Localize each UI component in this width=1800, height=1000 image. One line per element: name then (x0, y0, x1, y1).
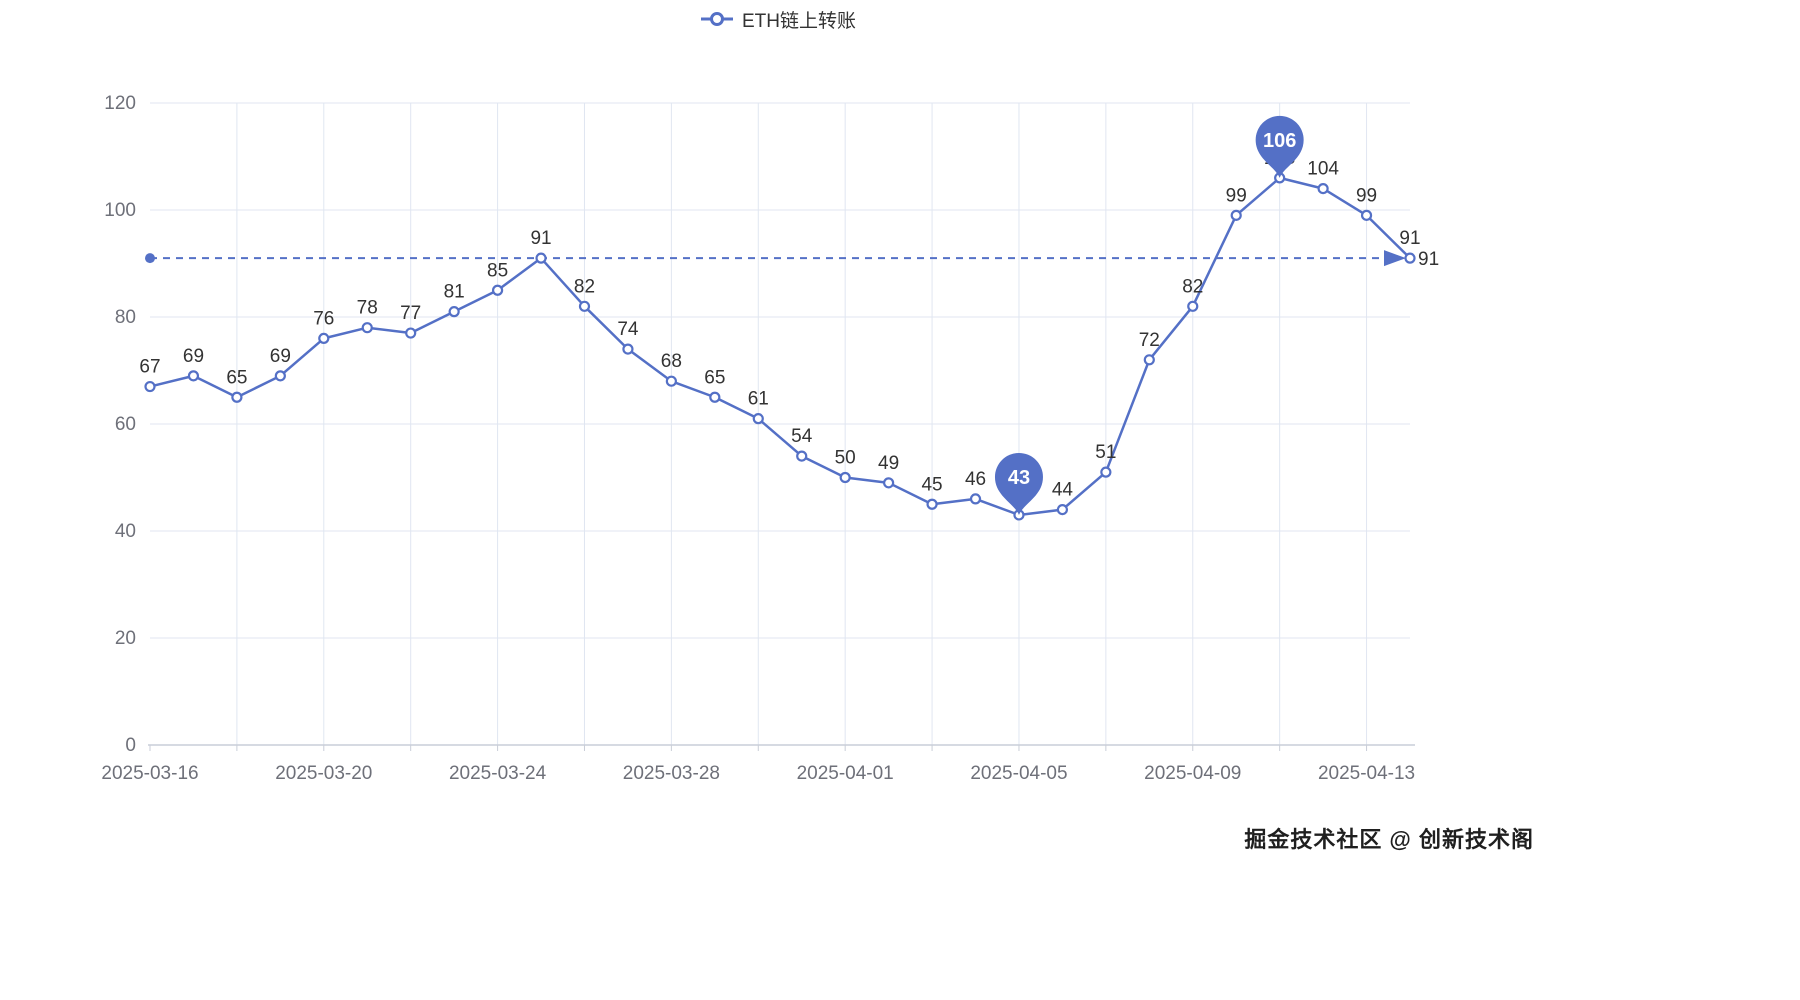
data-point-label: 61 (748, 389, 769, 410)
data-point-label: 45 (921, 474, 942, 495)
x-axis-label: 2025-04-05 (970, 763, 1067, 784)
data-point-label: 81 (444, 282, 465, 303)
y-axis-label: 100 (104, 200, 136, 221)
x-axis-label: 2025-03-20 (275, 763, 372, 784)
data-point[interactable] (1187, 300, 1199, 312)
data-point-label: 74 (617, 319, 639, 340)
data-point-label: 72 (1139, 330, 1160, 351)
data-point[interactable] (448, 306, 460, 318)
x-axis-label: 2025-03-24 (449, 763, 547, 784)
data-point-label: 85 (487, 260, 508, 281)
data-point-label: 44 (1052, 480, 1074, 501)
data-point[interactable] (491, 284, 504, 296)
data-point[interactable] (578, 300, 591, 312)
y-axis-label: 0 (125, 735, 136, 756)
x-axis-label: 2025-04-01 (797, 763, 894, 784)
mark-point-max: 106 (1255, 115, 1304, 178)
data-point-label: 65 (226, 367, 247, 388)
y-axis-label: 40 (115, 521, 136, 542)
data-point-label: 99 (1356, 185, 1377, 206)
data-point-label: 69 (270, 346, 291, 367)
data-point[interactable] (709, 391, 721, 403)
watermark: 掘金技术社区 @ 创新技术阁 (1244, 827, 1534, 852)
data-point[interactable] (883, 477, 895, 489)
data-point-label: 104 (1307, 159, 1339, 180)
data-point[interactable] (1056, 504, 1069, 516)
data-point[interactable] (318, 332, 330, 344)
data-point-label: 50 (835, 448, 856, 469)
data-point[interactable] (1230, 209, 1242, 221)
data-point[interactable] (839, 471, 851, 484)
mark-point-label: 106 (1263, 130, 1296, 152)
data-point[interactable] (665, 375, 677, 387)
x-axis-label: 2025-04-09 (1144, 763, 1241, 784)
x-axis-label: 2025-03-16 (101, 763, 198, 784)
data-point[interactable] (187, 370, 200, 382)
data-point[interactable] (926, 498, 938, 510)
legend-item-eth-transfers[interactable]: ETH链上转账 (700, 5, 856, 33)
y-axis-label: 80 (115, 307, 136, 328)
legend-label: ETH链上转账 (742, 10, 857, 32)
data-point[interactable] (796, 450, 808, 462)
data-point[interactable] (1143, 354, 1155, 366)
data-point-label: 69 (183, 346, 204, 367)
data-point[interactable] (1100, 466, 1112, 478)
data-point[interactable] (622, 343, 634, 355)
mark-line-label: 91 (1418, 249, 1439, 270)
data-point-label: 54 (791, 426, 813, 447)
data-point[interactable] (361, 322, 373, 334)
data-point-label: 91 (530, 228, 551, 249)
data-point[interactable] (1317, 183, 1329, 195)
mark-line-arrow-icon (1384, 250, 1406, 267)
data-point[interactable] (1360, 209, 1373, 221)
data-point-label: 46 (965, 469, 986, 490)
pin-icon (994, 452, 1043, 515)
data-point-label: 82 (1182, 276, 1203, 297)
data-point-label: 68 (661, 351, 682, 372)
data-point-label: 99 (1226, 185, 1247, 206)
pin-icon (1255, 115, 1304, 178)
data-point[interactable] (231, 391, 243, 403)
data-point[interactable] (405, 327, 417, 339)
series-line[interactable] (148, 176, 1412, 517)
data-point[interactable] (144, 380, 156, 393)
data-point-label: 65 (704, 367, 725, 388)
y-axis-label: 120 (104, 93, 136, 114)
data-point-label: 91 (1399, 228, 1420, 249)
line-series-icon (700, 11, 734, 27)
data-point-label: 49 (878, 453, 899, 474)
data-point-label: 67 (139, 357, 160, 378)
mark-point-min: 43 (994, 452, 1043, 515)
data-point[interactable] (752, 413, 764, 425)
data-point-label: 76 (313, 308, 334, 329)
x-axis-label: 2025-03-28 (623, 763, 720, 784)
data-point[interactable] (274, 370, 286, 382)
data-point-label: 77 (400, 303, 421, 324)
data-point[interactable] (1404, 252, 1416, 264)
data-point-label: 78 (357, 298, 378, 319)
mark-line-start-dot-icon (145, 253, 155, 264)
data-point-label: 82 (574, 276, 595, 297)
y-axis-label: 60 (115, 414, 136, 435)
data-point-label: 51 (1095, 442, 1116, 463)
data-point[interactable] (969, 493, 982, 505)
mark-point-label: 43 (1008, 467, 1030, 489)
data-point[interactable] (535, 252, 547, 264)
y-axis-label: 20 (115, 628, 136, 649)
x-axis-label: 2025-04-13 (1318, 763, 1415, 784)
